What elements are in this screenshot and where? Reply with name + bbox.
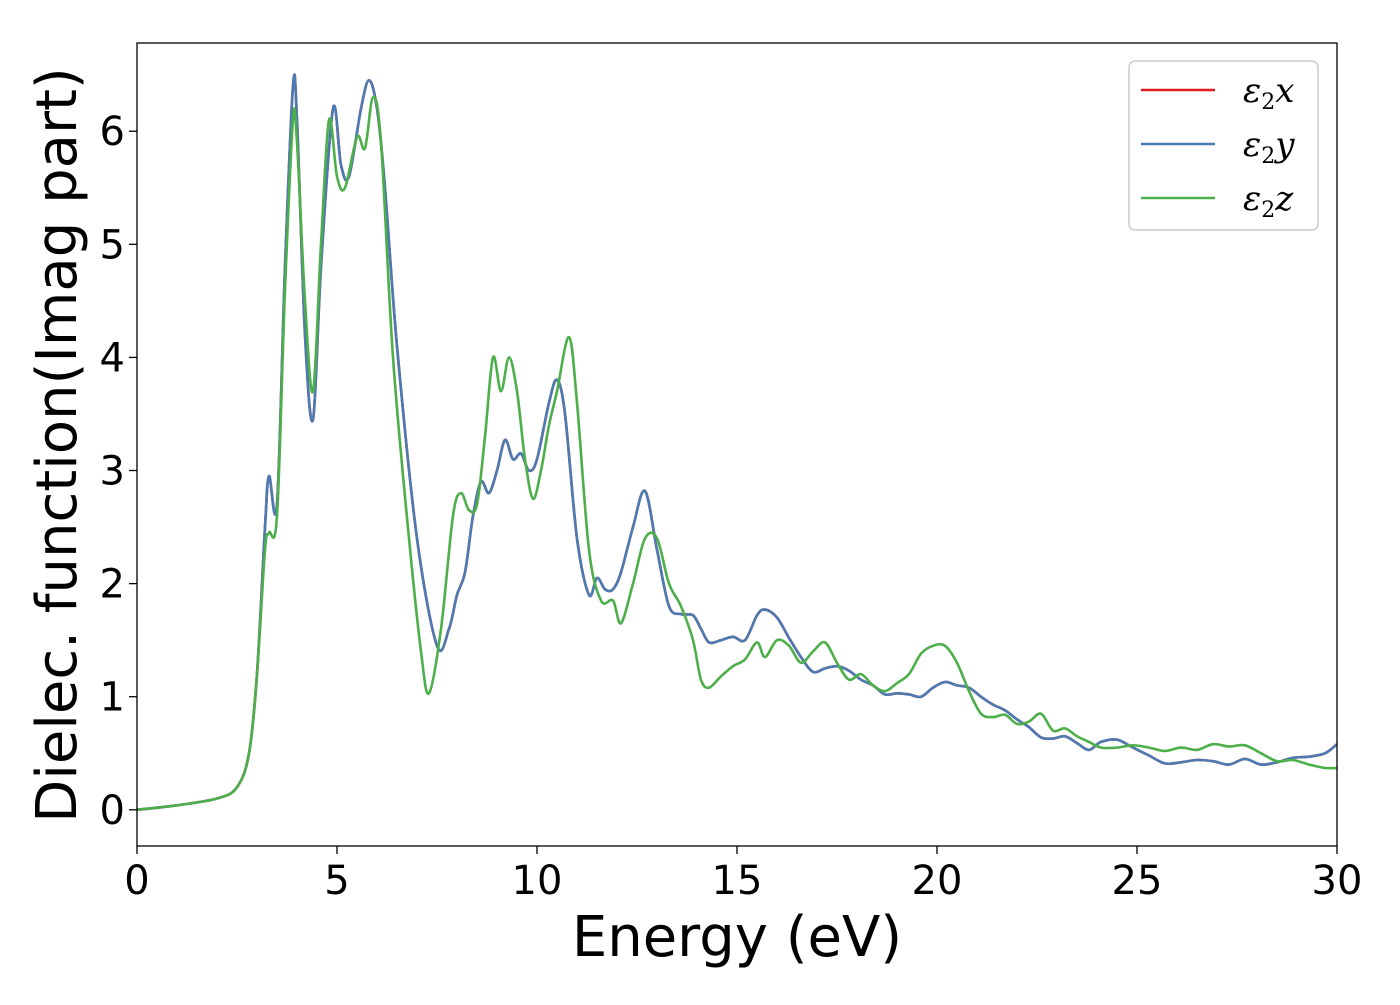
x-axis: 0 5 10 15 20 25 30 xyxy=(124,846,1362,904)
x-tick-label: 0 xyxy=(124,858,149,904)
y-tick-label: 6 xyxy=(100,109,125,155)
x-tick-label: 20 xyxy=(912,858,963,904)
y-tick-label: 1 xyxy=(100,675,125,721)
series-line-z xyxy=(137,95,1337,812)
legend-box xyxy=(1128,60,1319,231)
x-tick-label: 5 xyxy=(324,858,349,904)
legend-label-x: ε2x xyxy=(1243,71,1294,115)
x-tick-label: 30 xyxy=(1312,858,1363,904)
series-lines xyxy=(137,73,1337,812)
legend-label-y: ε2y xyxy=(1243,125,1295,169)
y-axis: 0 1 2 3 4 5 6 xyxy=(100,109,137,834)
x-tick-label: 15 xyxy=(712,858,763,904)
y-tick-label: 4 xyxy=(100,335,125,381)
y-tick-label: 3 xyxy=(100,449,125,495)
y-axis-label: Dielec. function(Imag part) xyxy=(25,67,90,823)
legend: ε2x ε2y ε2z xyxy=(1128,60,1319,231)
legend-label-z: ε2z xyxy=(1243,179,1294,223)
x-axis-label: Energy (eV) xyxy=(572,905,902,970)
y-tick-label: 0 xyxy=(100,788,125,834)
x-tick-label: 10 xyxy=(512,858,563,904)
y-tick-label: 2 xyxy=(100,562,125,608)
x-tick-label: 25 xyxy=(1112,858,1163,904)
y-tick-label: 5 xyxy=(100,222,125,268)
